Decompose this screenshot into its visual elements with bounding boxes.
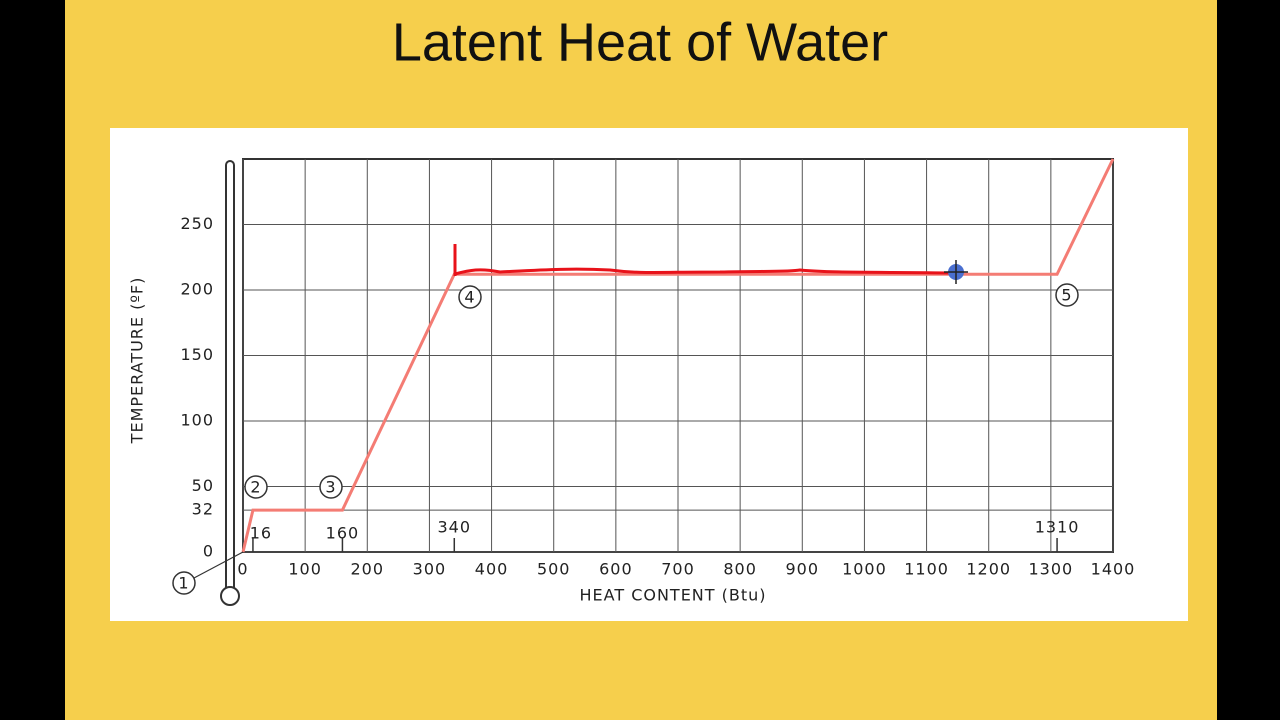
- x-tick-label: 400: [475, 560, 509, 579]
- x-marker-label: 16: [250, 524, 272, 543]
- x-tick-label: 1400: [1091, 560, 1136, 579]
- annotation-circle: [458, 285, 482, 309]
- annotation-label: 2: [250, 478, 261, 497]
- y-tick-label: 32: [192, 500, 214, 519]
- x-tick-label: 1000: [842, 560, 887, 579]
- thermometer-bulb: [220, 586, 240, 606]
- x-tick-label: 700: [661, 560, 695, 579]
- y-tick-label: 250: [180, 214, 214, 233]
- x-tick-label: 1100: [904, 560, 949, 579]
- x-tick-label: 600: [599, 560, 633, 579]
- x-marker-label: 1310: [1035, 518, 1080, 537]
- annotation-label: 4: [464, 288, 475, 307]
- thermometer-tube: [225, 160, 235, 588]
- y-axis-label: TEMPERATURE (ºF): [128, 277, 147, 445]
- x-marker-label: 160: [326, 524, 360, 543]
- x-tick-label: 500: [537, 560, 571, 579]
- slide-title: Latent Heat of Water: [392, 12, 888, 72]
- y-tick-label: 200: [180, 280, 214, 299]
- x-tick-label: 800: [723, 560, 757, 579]
- annotation-circle: [319, 475, 343, 499]
- thermometer: [220, 160, 240, 606]
- y-tick-label: 50: [192, 476, 214, 495]
- plot: 0 100 200 300 400 500 600 700 800 900 1000 1100 1200…: [128, 158, 1136, 605]
- annotation-circle: [1055, 283, 1079, 307]
- cursor: [944, 260, 968, 284]
- annotation-label: 1: [178, 574, 189, 593]
- x-tick-label: 1300: [1028, 560, 1073, 579]
- cursor-cross: [944, 260, 968, 284]
- annotation-label: 5: [1061, 286, 1072, 305]
- annotation-label: 3: [325, 478, 336, 497]
- figure-panel: [110, 128, 1188, 621]
- y-tick-label: 150: [180, 345, 214, 364]
- x-marker-label: 340: [438, 518, 472, 537]
- x-tick-label: 900: [786, 560, 820, 579]
- y-tick-label: 100: [180, 411, 214, 430]
- data-line: [241, 158, 1115, 553]
- y-tick-label: 0: [203, 542, 214, 561]
- x-tick-label: 1200: [966, 560, 1011, 579]
- x-tick-label: 0: [237, 560, 248, 579]
- annotation-leader: [193, 551, 244, 579]
- pen-annotation: [453, 244, 956, 276]
- x-tick-label: 300: [413, 560, 447, 579]
- annotation-circle: [172, 571, 196, 595]
- annotation-circle: [244, 475, 268, 499]
- x-tick-label: 100: [288, 560, 322, 579]
- x-axis-label: HEAT CONTENT (Btu): [579, 586, 766, 605]
- x-tick-label: 200: [351, 560, 385, 579]
